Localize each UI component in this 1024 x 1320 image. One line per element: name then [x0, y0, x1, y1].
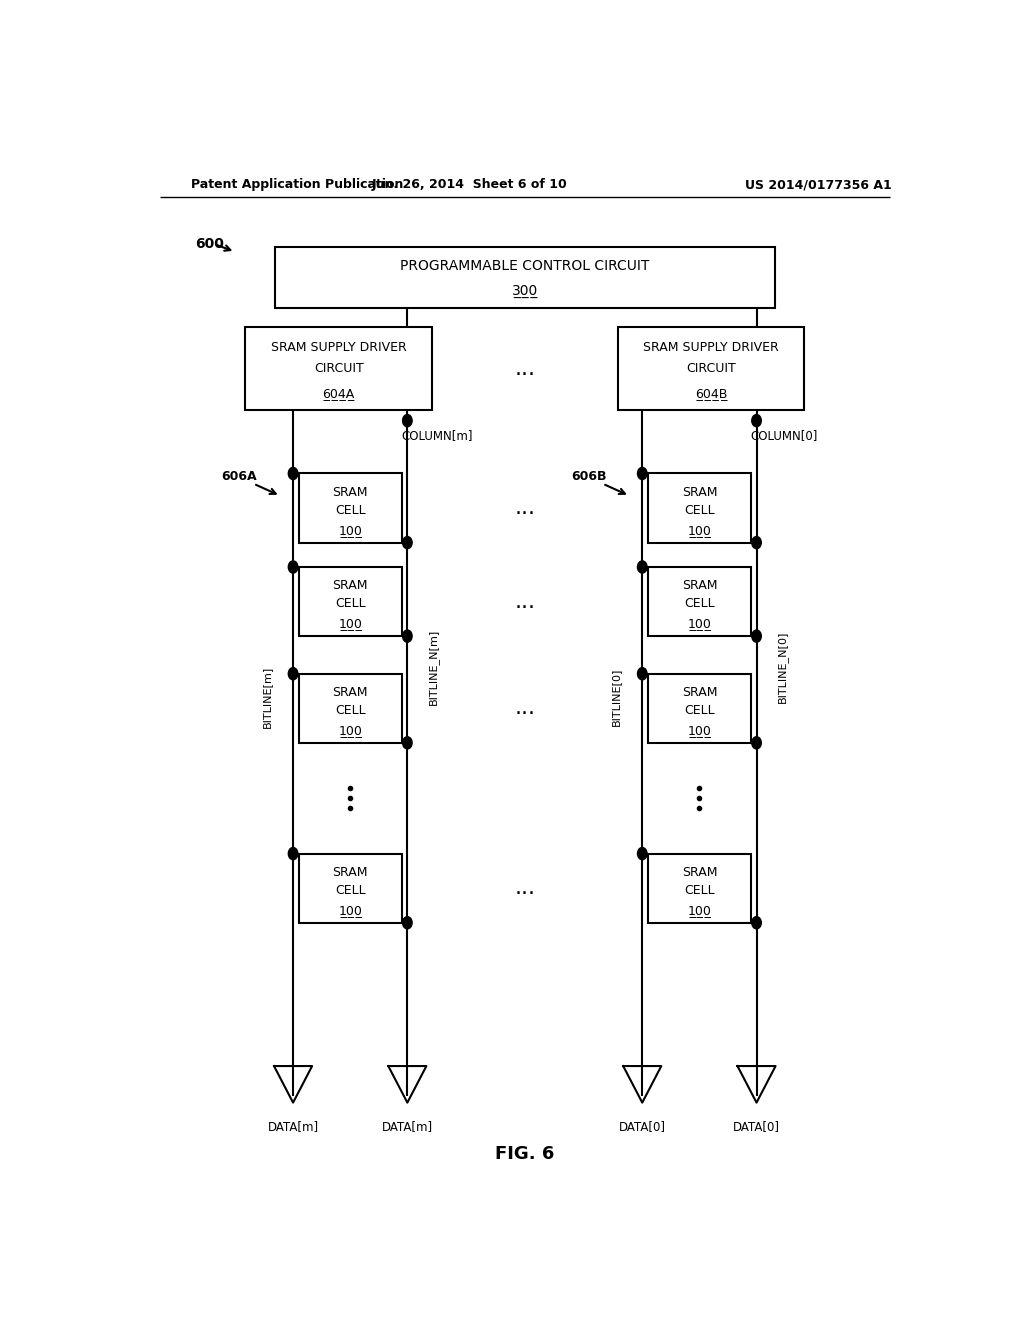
Text: 3̲0̲0̲: 3̲0̲0̲ [512, 284, 538, 298]
Text: ...: ... [514, 591, 536, 611]
Text: CELL: CELL [335, 504, 366, 516]
Text: 1̲0̲0̲: 1̲0̲0̲ [687, 723, 712, 737]
Text: BITLINE[m]: BITLINE[m] [262, 667, 272, 729]
Text: CELL: CELL [684, 884, 715, 896]
Circle shape [289, 467, 298, 479]
Bar [299, 854, 401, 923]
Text: PROGRAMMABLE CONTROL CIRCUIT: PROGRAMMABLE CONTROL CIRCUIT [400, 259, 649, 273]
Circle shape [402, 414, 412, 426]
Text: 606B: 606B [570, 470, 606, 483]
Text: SRAM SUPPLY DRIVER: SRAM SUPPLY DRIVER [270, 342, 407, 355]
Bar [299, 673, 401, 743]
Circle shape [638, 668, 647, 680]
Text: US 2014/0177356 A1: US 2014/0177356 A1 [745, 178, 892, 191]
Text: 1̲0̲0̲: 1̲0̲0̲ [687, 618, 712, 630]
Text: FIG. 6: FIG. 6 [496, 1146, 554, 1163]
Text: Jun. 26, 2014  Sheet 6 of 10: Jun. 26, 2014 Sheet 6 of 10 [372, 178, 567, 191]
Text: CELL: CELL [335, 597, 366, 610]
Circle shape [752, 630, 761, 643]
Circle shape [289, 561, 298, 573]
Text: SRAM: SRAM [333, 579, 368, 593]
Text: 1̲0̲0̲: 1̲0̲0̲ [687, 904, 712, 917]
Bar [648, 474, 751, 543]
Text: 606A: 606A [221, 470, 257, 483]
Circle shape [289, 668, 298, 680]
Text: CIRCUIT: CIRCUIT [686, 362, 736, 375]
Text: COLUMN[m]: COLUMN[m] [401, 429, 473, 442]
Bar [617, 327, 804, 411]
Bar [299, 474, 401, 543]
Circle shape [638, 561, 647, 573]
Text: CELL: CELL [335, 704, 366, 717]
Circle shape [752, 737, 761, 748]
Text: SRAM SUPPLY DRIVER: SRAM SUPPLY DRIVER [643, 342, 779, 355]
Circle shape [752, 916, 761, 929]
Text: SRAM: SRAM [682, 486, 717, 499]
Text: 1̲0̲0̲: 1̲0̲0̲ [338, 723, 362, 737]
Text: DATA[m]: DATA[m] [382, 1121, 433, 1134]
Text: 6̲0̲4̲A̲: 6̲0̲4̲A̲ [323, 387, 355, 400]
Text: COLUMN[0]: COLUMN[0] [751, 429, 818, 442]
Circle shape [638, 467, 647, 479]
Text: SRAM: SRAM [333, 686, 368, 698]
Text: 6̲0̲4̲B̲: 6̲0̲4̲B̲ [694, 387, 727, 400]
Circle shape [289, 847, 298, 859]
Text: CIRCUIT: CIRCUIT [313, 362, 364, 375]
Text: CELL: CELL [684, 504, 715, 516]
Text: 1̲0̲0̲: 1̲0̲0̲ [338, 524, 362, 537]
Text: SRAM: SRAM [682, 579, 717, 593]
Circle shape [402, 630, 412, 643]
Text: SRAM: SRAM [682, 686, 717, 698]
Bar [274, 247, 775, 308]
Text: DATA[m]: DATA[m] [267, 1121, 318, 1134]
Text: ...: ... [514, 698, 536, 718]
Text: 1̲0̲0̲: 1̲0̲0̲ [687, 524, 712, 537]
Text: CELL: CELL [684, 597, 715, 610]
Text: 1̲0̲0̲: 1̲0̲0̲ [338, 904, 362, 917]
Text: BITLINE[0]: BITLINE[0] [611, 668, 622, 726]
Text: SRAM: SRAM [682, 866, 717, 879]
Text: CELL: CELL [684, 704, 715, 717]
Text: Patent Application Publication: Patent Application Publication [191, 178, 403, 191]
Text: SRAM: SRAM [333, 486, 368, 499]
Text: CELL: CELL [335, 884, 366, 896]
Bar [648, 673, 751, 743]
Text: 1̲0̲0̲: 1̲0̲0̲ [338, 618, 362, 630]
Circle shape [402, 536, 412, 549]
Bar [246, 327, 432, 411]
Bar [299, 568, 401, 636]
Text: 600: 600 [196, 236, 224, 251]
Circle shape [752, 414, 761, 426]
Circle shape [638, 847, 647, 859]
Circle shape [752, 536, 761, 549]
Text: BITLINE_N[m]: BITLINE_N[m] [428, 628, 439, 705]
Text: ...: ... [514, 359, 536, 379]
Text: DATA[0]: DATA[0] [733, 1121, 780, 1134]
Circle shape [402, 737, 412, 748]
Text: ...: ... [514, 878, 536, 898]
Circle shape [402, 916, 412, 929]
Text: ...: ... [514, 498, 536, 517]
Bar [648, 854, 751, 923]
Text: SRAM: SRAM [333, 866, 368, 879]
Bar [648, 568, 751, 636]
Text: DATA[0]: DATA[0] [618, 1121, 666, 1134]
Text: BITLINE_N[0]: BITLINE_N[0] [777, 631, 788, 702]
